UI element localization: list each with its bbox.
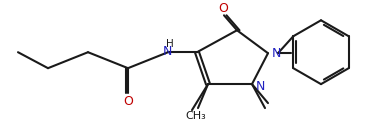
Text: O: O (123, 95, 133, 108)
Text: O: O (218, 2, 228, 15)
Text: N: N (272, 47, 281, 60)
Text: H: H (166, 39, 174, 49)
Text: N: N (256, 80, 265, 93)
Text: CH₃: CH₃ (186, 111, 206, 121)
Text: N: N (162, 45, 172, 58)
